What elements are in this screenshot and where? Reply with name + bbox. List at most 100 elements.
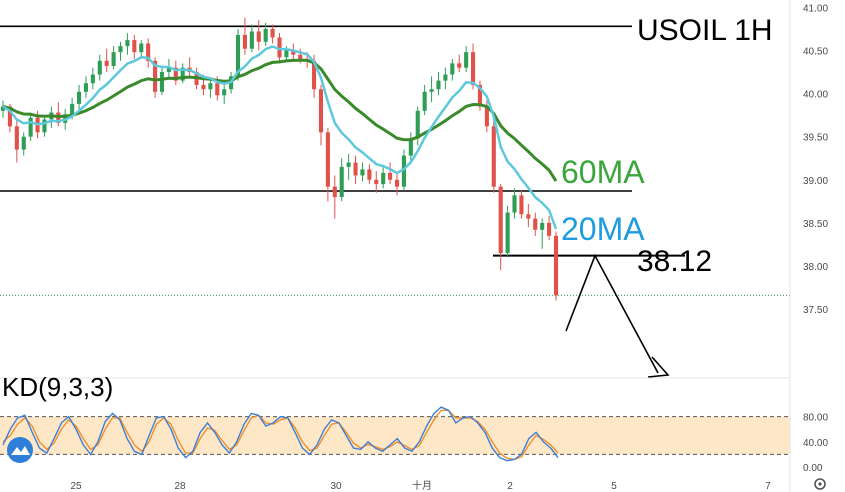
candle-body [346, 162, 351, 167]
candle-body [28, 117, 33, 137]
candle-body [512, 195, 517, 213]
level-lines-layer [0, 25, 790, 378]
settings-gear-icon[interactable] [814, 478, 826, 490]
candle-body [519, 195, 524, 215]
time-axis-tick: 30 [330, 481, 342, 492]
moving-average-layer [2, 45, 558, 230]
candle-body [298, 54, 303, 60]
candle-body [457, 63, 462, 68]
price-label: 38.12 [637, 245, 712, 278]
kd-axis-tick: 40.00 [803, 438, 828, 449]
candle-body [339, 166, 344, 198]
candle-body [332, 186, 337, 198]
candle-body [215, 83, 220, 96]
candle-body [83, 83, 88, 92]
price-axis-tick: 38.00 [803, 262, 828, 273]
candle-body [381, 172, 386, 185]
kd-k-line [2, 406, 559, 462]
candle-body [318, 89, 324, 133]
candle-body [201, 84, 206, 90]
candle-body [450, 63, 455, 75]
time-axis-tick: 2 [507, 481, 513, 492]
axes-layer: 41.00 40.50 40.00 39.50 39.00 38.50 38.00 37.50… [0, 0, 828, 492]
annotation-layer: USOIL 1H 60MA 20MA 38.12 KD(9,3,3) [2, 14, 773, 402]
candle-body [360, 169, 365, 176]
candle-body [76, 91, 82, 104]
ma60-line [2, 58, 558, 182]
kd-band-layer [0, 416, 790, 455]
chart-title: USOIL 1H [637, 14, 773, 47]
candle-body [471, 52, 476, 85]
candle-body [277, 37, 282, 58]
price-axis-tick: 40.00 [803, 90, 828, 101]
candle-body [70, 103, 75, 115]
candle-body [429, 89, 434, 92]
time-axis-tick: 25 [70, 481, 82, 492]
time-axis-tick: 7 [765, 481, 771, 492]
time-axis-tick: 5 [611, 481, 617, 492]
candle-body [235, 34, 241, 77]
candle-body [401, 155, 406, 187]
candle-body [436, 80, 441, 90]
candle-body [0, 106, 6, 111]
ma20-line [2, 45, 558, 230]
kd-band [0, 416, 790, 455]
candle-body [111, 52, 116, 66]
candle-body [173, 67, 178, 81]
kd-axis-tick: 80.00 [803, 413, 828, 424]
time-axis-tick: 十月 [412, 479, 432, 492]
candle-body [291, 50, 296, 55]
candle-body [284, 50, 289, 58]
logo-icon [7, 437, 33, 463]
candles-layer [0, 17, 559, 301]
price-axis-tick: 38.50 [803, 219, 828, 230]
candle-body [125, 40, 130, 47]
projection-arrow [565, 253, 659, 374]
candle-body [159, 71, 165, 92]
candle-body [21, 136, 26, 150]
time-axis-tick: 28 [174, 481, 186, 492]
candle-body [14, 126, 19, 150]
price-axis-tick: 39.50 [803, 133, 828, 144]
candle-body [353, 162, 358, 176]
candle-body [256, 31, 261, 42]
candle-body [270, 28, 275, 38]
candle-body [540, 222, 545, 230]
projection-arrowhead [647, 356, 670, 378]
candle-body [180, 67, 185, 81]
candle-body [422, 91, 427, 111]
candle-body [505, 212, 510, 254]
candle-body [146, 43, 151, 61]
candle-body [222, 89, 227, 96]
kd-title: KD(9,3,3) [2, 372, 113, 402]
candle-body [443, 74, 448, 81]
kd-axis-tick: 0.00 [803, 463, 823, 474]
candle-body [491, 126, 496, 187]
candle-body [90, 74, 95, 84]
candle-body [153, 60, 158, 92]
candle-body [367, 169, 372, 180]
candle-body [526, 214, 531, 219]
candle-body [547, 222, 552, 236]
candle-body [208, 83, 213, 90]
candle-body [415, 110, 420, 139]
candle-body [477, 84, 483, 107]
candle-body [325, 132, 330, 187]
price-axis-tick: 40.50 [803, 46, 828, 57]
candle-body [97, 60, 102, 75]
candle-body [166, 67, 171, 72]
candle-body [42, 119, 47, 133]
kd-lines-layer [2, 406, 559, 462]
candle-body [374, 179, 379, 185]
candle-body [464, 52, 469, 68]
candle-body [553, 235, 559, 296]
ma60-label: 60MA [561, 154, 645, 190]
candle-body [394, 179, 400, 187]
candle-body [408, 138, 413, 156]
candle-body [263, 28, 268, 42]
price-axis-tick: 41.00 [803, 3, 828, 14]
candle-body [388, 172, 393, 180]
candle-body [312, 60, 317, 90]
